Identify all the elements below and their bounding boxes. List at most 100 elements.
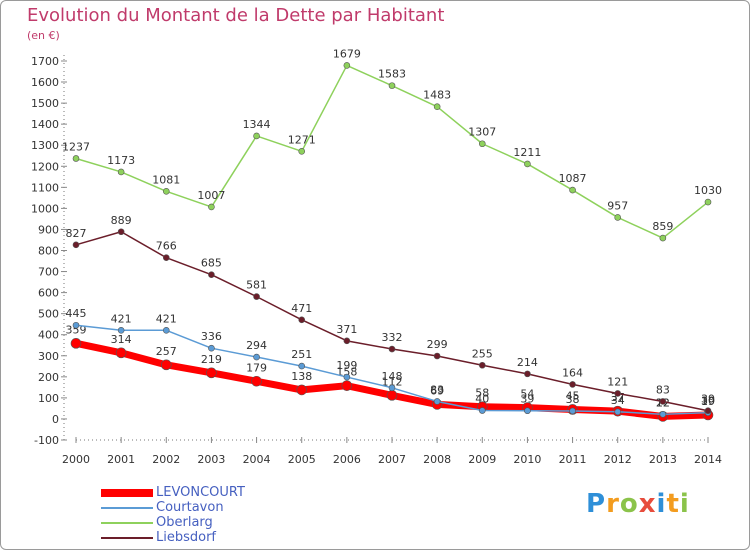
data-label-oberlarg: 1583: [378, 68, 406, 81]
series-liebsdorf: 827 889 766 685 581 471 371 332 299 255 214 164 121 8…: [66, 214, 715, 415]
data-point-liebsdorf: [117, 228, 125, 236]
y-tick-label: 1100: [31, 181, 59, 194]
x-tick-label: 2009: [468, 453, 496, 466]
chart-title: Evolution du Montant de la Dette par Hab…: [27, 5, 445, 26]
y-tick-label: 1400: [31, 118, 59, 131]
data-point-courtavon: [659, 411, 667, 418]
logo-letter: x: [638, 489, 657, 519]
y-tick-label: 700: [38, 266, 59, 279]
data-label-courtavon: 199: [336, 359, 357, 372]
data-point-liebsdorf: [478, 361, 486, 369]
legend: LEVONCOURT Courtavon Oberlarg Liebsdorf: [101, 485, 245, 545]
data-point-oberlarg: [569, 186, 576, 194]
data-point-oberlarg: [659, 234, 667, 242]
logo-letter: r: [606, 489, 620, 519]
data-label-liebsdorf: 121: [607, 375, 628, 388]
data-label-liebsdorf: 255: [472, 347, 493, 360]
y-tick-label: 500: [38, 308, 59, 321]
data-label-courtavon: 421: [111, 312, 132, 325]
data-label-liebsdorf: 889: [111, 214, 132, 227]
data-point-courtavon: [478, 407, 486, 414]
data-point-liebsdorf: [659, 398, 667, 405]
data-point-courtavon: [388, 384, 396, 392]
data-label-courtavon: 445: [66, 307, 87, 320]
data-label-courtavon: 294: [246, 339, 267, 352]
data-point-liebsdorf: [614, 390, 622, 397]
proxiti-logo: Proxiti: [586, 489, 690, 519]
data-point-oberlarg: [162, 188, 170, 195]
data-point-oberlarg: [614, 214, 622, 221]
legend-swatch: [101, 506, 153, 509]
data-point-liebsdorf: [253, 293, 260, 300]
x-tick-label: 2001: [107, 453, 135, 466]
data-label-levoncourt: 69: [430, 384, 444, 397]
legend-label: LEVONCOURT: [156, 485, 245, 500]
data-point-courtavon: [569, 407, 576, 415]
data-point-courtavon: [117, 327, 125, 334]
data-label-oberlarg: 1007: [197, 189, 225, 202]
legend-swatch: [101, 521, 153, 524]
y-tick-label: 400: [38, 329, 59, 342]
x-tick-label: 2006: [333, 453, 361, 466]
y-tick-label: 0: [52, 413, 59, 426]
data-point-oberlarg: [253, 132, 260, 140]
data-label-oberlarg: 1344: [243, 118, 271, 131]
data-point-oberlarg: [343, 62, 351, 69]
data-point-liebsdorf: [162, 254, 170, 261]
y-tick-label: 800: [38, 245, 59, 258]
x-tick-label: 2012: [604, 453, 632, 466]
data-label-oberlarg: 859: [652, 220, 673, 233]
data-label-liebsdorf: 827: [66, 227, 87, 240]
data-label-liebsdorf: 471: [291, 302, 312, 315]
series-levoncourt: 35931425721917913815811269585445371219: [66, 323, 715, 422]
data-point-liebsdorf: [208, 271, 215, 279]
x-tick-label: 2002: [152, 453, 180, 466]
data-label-liebsdorf: 332: [382, 331, 403, 344]
data-label-liebsdorf: 766: [156, 240, 177, 253]
data-point-liebsdorf: [388, 345, 396, 353]
y-tick-label: 1600: [31, 76, 59, 89]
series-courtavon: 44542142133629425119914883403938342230: [66, 307, 715, 418]
data-label-courtavon: 148: [382, 370, 403, 383]
data-point-liebsdorf: [298, 316, 306, 324]
data-label-courtavon: 30: [701, 395, 715, 408]
data-label-oberlarg: 1173: [107, 154, 135, 167]
data-label-levoncourt: 54: [520, 388, 534, 401]
data-label-liebsdorf: 685: [201, 257, 222, 270]
data-label-levoncourt: 257: [156, 345, 177, 358]
data-point-courtavon: [253, 353, 260, 361]
legend-swatch: [101, 488, 153, 497]
data-point-liebsdorf: [433, 352, 441, 360]
legend-item-liebsdorf: Liebsdorf: [101, 530, 245, 545]
data-label-levoncourt: 45: [566, 389, 580, 402]
data-label-liebsdorf: 83: [656, 383, 670, 396]
data-point-courtavon: [433, 398, 441, 405]
y-tick-label: 1300: [31, 139, 59, 152]
data-point-courtavon: [614, 408, 622, 416]
data-label-oberlarg: 1087: [559, 172, 587, 185]
series-oberlarg: 1237 1173 1081 1007 1344 1271 1679 1583 1483 1307…: [62, 47, 722, 242]
data-point-levoncourt: [206, 367, 217, 379]
data-point-liebsdorf: [524, 370, 531, 378]
data-label-levoncourt: 179: [246, 361, 267, 374]
data-label-courtavon: 336: [201, 330, 222, 343]
legend-item-levoncourt: LEVONCOURT: [101, 485, 245, 500]
x-tick-label: 2004: [243, 453, 271, 466]
data-point-liebsdorf: [343, 337, 351, 345]
data-label-oberlarg: 1081: [152, 173, 180, 186]
chart-subtitle: (en €): [27, 29, 60, 42]
data-label-levoncourt: 58: [475, 387, 489, 400]
data-point-courtavon: [162, 327, 170, 334]
data-label-oberlarg: 1271: [288, 133, 316, 146]
data-point-oberlarg: [117, 168, 125, 176]
data-point-courtavon: [208, 344, 215, 352]
data-label-oberlarg: 1307: [468, 126, 496, 139]
x-tick-label: 2011: [559, 453, 587, 466]
logo-letter: t: [666, 489, 680, 519]
data-label-courtavon: 34: [611, 394, 625, 407]
y-tick-label: 1500: [31, 97, 59, 110]
data-label-courtavon: 83: [430, 383, 444, 396]
x-tick-label: 2005: [288, 453, 316, 466]
